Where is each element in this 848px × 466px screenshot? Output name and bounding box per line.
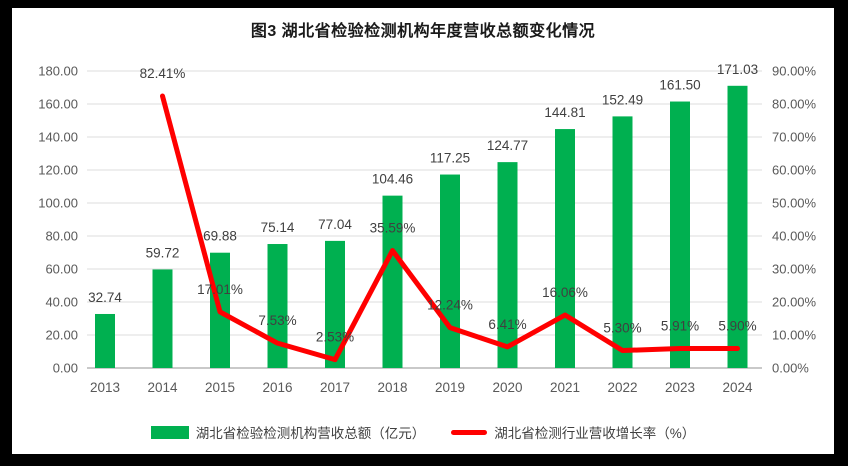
x-axis-label-2022: 2022: [607, 380, 637, 395]
x-axis-label-2013: 2013: [90, 380, 120, 395]
left-axis-tick: 120.00: [38, 163, 78, 178]
x-axis-label-2018: 2018: [377, 380, 407, 395]
line-label-2020: 6.41%: [488, 317, 526, 332]
chart-title: 图3 湖北省检验检测机构年度营收总额变化情况: [250, 23, 596, 40]
x-axis-label-2023: 2023: [665, 380, 695, 395]
bar-2014: [152, 269, 173, 368]
chart-panel: 0.00 0.00% 20.00 10.00% 40.00 20.00% 60.00 30.0…: [12, 8, 834, 454]
legend: 湖北省检验检测机构营收总额（亿元） 湖北省检测行业营收增长率（%）: [12, 422, 834, 442]
right-axis-tick: 0.00%: [772, 361, 809, 376]
legend-item-revenue: 湖北省检验检测机构营收总额（亿元）: [150, 422, 426, 442]
bar-label-2024: 171.03: [717, 62, 758, 77]
line-swatch-icon: [451, 429, 488, 435]
line-label-2019: 12.24%: [427, 298, 473, 313]
right-axis-tick: 60.00%: [772, 163, 817, 178]
legend-label-revenue: 湖北省检验检测机构营收总额（亿元）: [195, 426, 426, 441]
line-label-2015: 17.01%: [197, 282, 243, 297]
left-axis-tick: 20.00: [45, 328, 78, 343]
bar-2020: [497, 162, 518, 368]
x-axis-label-2020: 2020: [492, 380, 522, 395]
bar-label-2023: 161.50: [659, 78, 700, 93]
bar-2018: [382, 195, 403, 368]
left-axis-tick: 140.00: [38, 130, 78, 145]
line-label-2018: 35.59%: [370, 221, 416, 236]
x-axis-label-2021: 2021: [550, 380, 580, 395]
line-label-2022: 5.30%: [603, 321, 641, 336]
bar-2017: [325, 240, 345, 368]
x-axis-label-2016: 2016: [262, 380, 292, 395]
bar-2024: [727, 85, 748, 368]
right-axis-tick: 10.00%: [772, 328, 817, 343]
right-axis-tick: 80.00%: [772, 97, 817, 112]
right-axis-tick: 30.00%: [772, 262, 817, 277]
x-axis-label-2019: 2019: [435, 380, 465, 395]
left-axis-tick: 100.00: [38, 196, 78, 211]
bar-2019: [440, 174, 460, 368]
bar-2022: [612, 116, 633, 368]
left-axis-tick: 40.00: [45, 295, 78, 310]
line-label-2021: 16.06%: [542, 285, 588, 300]
x-axis-label-2024: 2024: [722, 380, 753, 395]
right-axis-tick: 50.00%: [772, 196, 817, 211]
x-axis-label-2017: 2017: [320, 380, 350, 395]
line-label-2016: 7.53%: [258, 313, 296, 328]
chart-plot: 0.00 0.00% 20.00 10.00% 40.00 20.00% 60.00 30.0…: [38, 62, 817, 395]
x-axis-label-2015: 2015: [205, 380, 235, 395]
bar-2023: [670, 101, 690, 369]
bar-label-2022: 152.49: [602, 92, 643, 107]
right-axis-tick: 70.00%: [772, 130, 817, 145]
bar-label-2020: 124.77: [487, 138, 528, 153]
legend-item-growth-rate: 湖北省检测行业营收增长率（%）: [451, 422, 695, 442]
left-axis-tick: 180.00: [38, 64, 78, 79]
line-label-2017: 2.53%: [316, 330, 354, 345]
bar-label-2019: 117.25: [430, 151, 470, 166]
right-axis-tick: 20.00%: [772, 295, 817, 310]
left-axis-tick: 160.00: [38, 97, 78, 112]
left-axis-tick: 60.00: [45, 262, 78, 277]
bar-label-2021: 144.81: [544, 105, 585, 120]
bar-2013: [95, 313, 115, 368]
bar-swatch-icon: [150, 425, 189, 439]
x-axis-label-2014: 2014: [147, 380, 178, 395]
bar-2016: [267, 244, 288, 368]
bar-label-2015: 69.88: [203, 229, 237, 244]
line-label-2014: 82.41%: [140, 66, 186, 81]
line-label-2024: 5.90%: [718, 319, 756, 334]
bar-label-2014: 59.72: [146, 245, 180, 260]
legend-label-growth-rate: 湖北省检测行业营收增长率（%）: [494, 426, 696, 441]
bar-label-2017: 77.04: [318, 217, 352, 232]
bar-label-2013: 32.74: [88, 290, 122, 305]
left-axis-tick: 80.00: [45, 229, 78, 244]
bar-2021: [555, 129, 575, 368]
bar-label-2016: 75.14: [261, 220, 295, 235]
left-axis-tick: 0.00: [53, 361, 78, 376]
growth-rate-line: [160, 93, 740, 363]
bar-label-2018: 104.46: [372, 172, 413, 187]
line-label-2023: 5.91%: [661, 318, 699, 333]
right-axis-tick: 40.00%: [772, 229, 817, 244]
right-axis-tick: 90.00%: [772, 64, 817, 79]
